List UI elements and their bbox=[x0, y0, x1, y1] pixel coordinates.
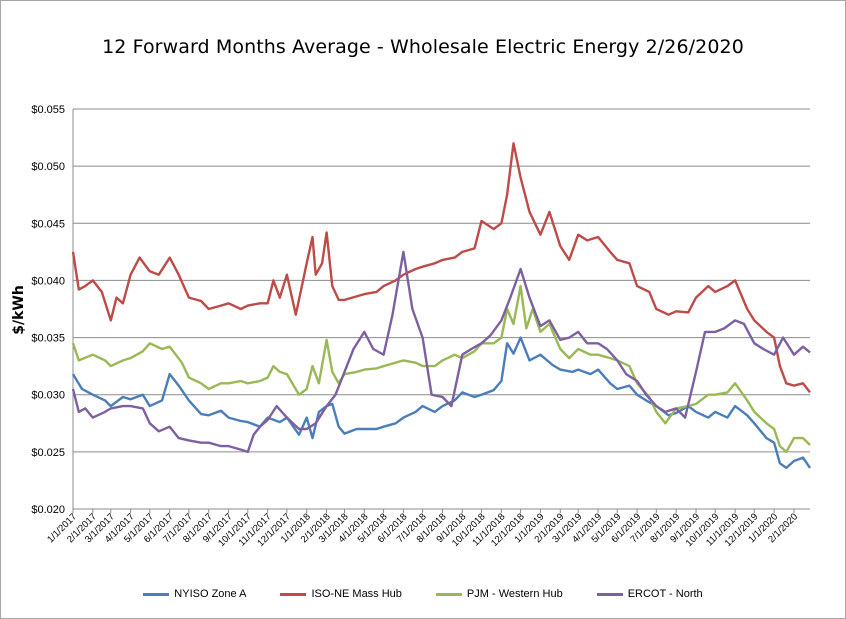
y-tick-label: $0.025 bbox=[31, 447, 65, 459]
chart-title: 12 Forward Months Average - Wholesale El… bbox=[102, 36, 744, 58]
y-tick-label: $0.045 bbox=[31, 218, 65, 230]
series-lines bbox=[71, 142, 811, 470]
legend-label: ISO-NE Mass Hub bbox=[311, 588, 402, 600]
y-tick-label: $0.035 bbox=[31, 333, 65, 345]
legend-swatch bbox=[596, 592, 623, 596]
x-axis: 1/1/20172/1/20173/1/20174/1/20175/1/2017… bbox=[45, 509, 800, 549]
legend-label: NYISO Zone A bbox=[174, 588, 247, 600]
legend: NYISO Zone A ISO-NE Mass Hub PJM - Western… bbox=[0, 588, 846, 600]
y-tick-label: $0.055 bbox=[31, 104, 65, 116]
legend-item: PJM - Western Hub bbox=[435, 588, 563, 600]
series-line-nyiso-zone-a bbox=[71, 336, 811, 470]
legend-item: ISO-NE Mass Hub bbox=[280, 588, 402, 600]
legend-swatch bbox=[143, 592, 170, 596]
series-line-ercot-north bbox=[71, 250, 811, 454]
legend-item: NYISO Zone A bbox=[143, 588, 246, 600]
legend-label: PJM - Western Hub bbox=[466, 588, 563, 600]
series-line-iso-ne-mass-hub bbox=[71, 142, 811, 394]
y-axis: $0.055 $0.050 $0.045 $0.040 $0.035 $0.030 $0.0… bbox=[31, 104, 74, 516]
legend-swatch bbox=[280, 592, 307, 596]
y-tick-label: $0.040 bbox=[31, 275, 65, 287]
y-tick-label: $0.050 bbox=[31, 161, 65, 173]
series-line-pjm-western-hub bbox=[71, 284, 811, 454]
legend-swatch bbox=[435, 592, 462, 596]
legend-label: ERCOT - North bbox=[627, 588, 703, 600]
y-tick-label: $0.030 bbox=[31, 390, 65, 402]
y-tick-label: $0.020 bbox=[31, 504, 65, 516]
legend-item: ERCOT - North bbox=[596, 588, 703, 600]
gridlines bbox=[73, 108, 810, 510]
